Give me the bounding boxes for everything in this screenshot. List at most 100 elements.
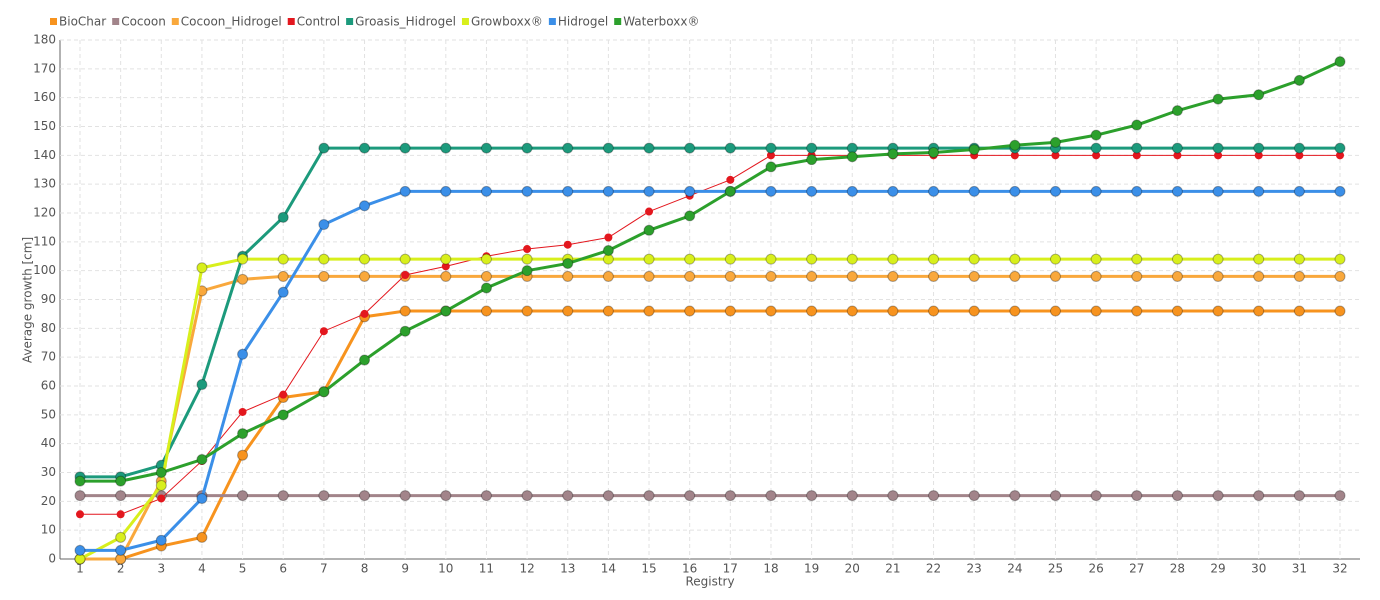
data-point [1131, 185, 1143, 197]
data-point [562, 270, 574, 282]
data-point [480, 282, 492, 294]
legend-marker [548, 18, 556, 25]
data-point [724, 142, 736, 154]
data-point [76, 510, 84, 519]
data-point [359, 200, 371, 212]
x-tick-label: 13 [560, 562, 575, 576]
data-point [643, 305, 655, 317]
data-point [1092, 151, 1101, 160]
data-point [318, 270, 330, 282]
data-point [1131, 305, 1143, 317]
data-point [968, 253, 980, 265]
data-point [806, 305, 818, 317]
data-point [765, 142, 777, 154]
data-point [399, 305, 411, 317]
data-point [563, 240, 572, 249]
data-point [602, 142, 614, 154]
y-tick-label: 170 [33, 61, 56, 75]
data-point [684, 270, 696, 282]
data-point [401, 270, 410, 279]
data-point [1090, 129, 1102, 141]
data-point [359, 354, 371, 366]
data-point [1253, 490, 1265, 502]
data-point [441, 262, 450, 271]
y-tick-label: 50 [41, 407, 56, 421]
data-point [1212, 270, 1224, 282]
data-point [887, 253, 899, 265]
x-tick-label: 3 [157, 562, 165, 576]
data-point [1049, 253, 1061, 265]
data-point [318, 253, 330, 265]
x-tick-label: 24 [1007, 562, 1022, 576]
x-tick-label: 5 [239, 562, 247, 576]
data-point [1212, 305, 1224, 317]
data-point [1295, 151, 1304, 160]
data-point [602, 490, 614, 502]
data-point [806, 154, 818, 166]
data-point [1090, 253, 1102, 265]
x-tick-label: 12 [519, 562, 534, 576]
y-tick-label: 90 [41, 292, 56, 306]
data-point [521, 265, 533, 277]
data-point [968, 270, 980, 282]
data-point [643, 253, 655, 265]
data-point [846, 253, 858, 265]
series-line [80, 189, 1340, 552]
data-point [1334, 142, 1346, 154]
data-point [399, 490, 411, 502]
legend-label: Cocoon_Hidrogel [181, 15, 282, 29]
data-point [602, 244, 614, 256]
data-point [1253, 270, 1265, 282]
data-point [237, 428, 249, 440]
data-point [196, 379, 208, 391]
x-tick-label: 27 [1129, 562, 1144, 576]
data-point [1009, 253, 1021, 265]
data-point [1214, 151, 1223, 160]
series-line [80, 154, 1340, 515]
data-point [684, 210, 696, 222]
data-point [480, 490, 492, 502]
data-point [1293, 490, 1305, 502]
x-tick-label: 1 [76, 562, 84, 576]
data-point [238, 407, 247, 416]
data-point [521, 305, 533, 317]
data-point [887, 270, 899, 282]
data-point [155, 479, 167, 491]
data-point [1090, 490, 1102, 502]
data-point [1254, 151, 1263, 160]
data-point [1049, 305, 1061, 317]
data-point [602, 305, 614, 317]
data-point [846, 151, 858, 163]
data-point [277, 409, 289, 421]
data-point [318, 386, 330, 398]
data-point [1212, 490, 1224, 502]
data-point [602, 185, 614, 197]
data-point [1049, 490, 1061, 502]
legend-marker [112, 18, 120, 25]
data-point [237, 253, 249, 265]
data-point [846, 305, 858, 317]
data-point [1334, 270, 1346, 282]
data-point [968, 490, 980, 502]
data-point [440, 185, 452, 197]
data-point [602, 270, 614, 282]
x-tick-label: 25 [1048, 562, 1063, 576]
data-point [1253, 185, 1265, 197]
data-point [928, 270, 940, 282]
data-point [440, 490, 452, 502]
data-point [887, 305, 899, 317]
data-point [359, 490, 371, 502]
legend-label: Growboxx® [471, 15, 543, 29]
data-point [318, 219, 330, 231]
y-tick-label: 130 [33, 177, 56, 191]
data-point [806, 253, 818, 265]
data-point [1049, 270, 1061, 282]
data-point [480, 253, 492, 265]
data-point [440, 253, 452, 265]
x-tick-label: 14 [601, 562, 616, 576]
data-point [196, 262, 208, 274]
data-point [115, 544, 127, 556]
data-point [1334, 56, 1346, 68]
data-point [480, 142, 492, 154]
data-point [724, 305, 736, 317]
